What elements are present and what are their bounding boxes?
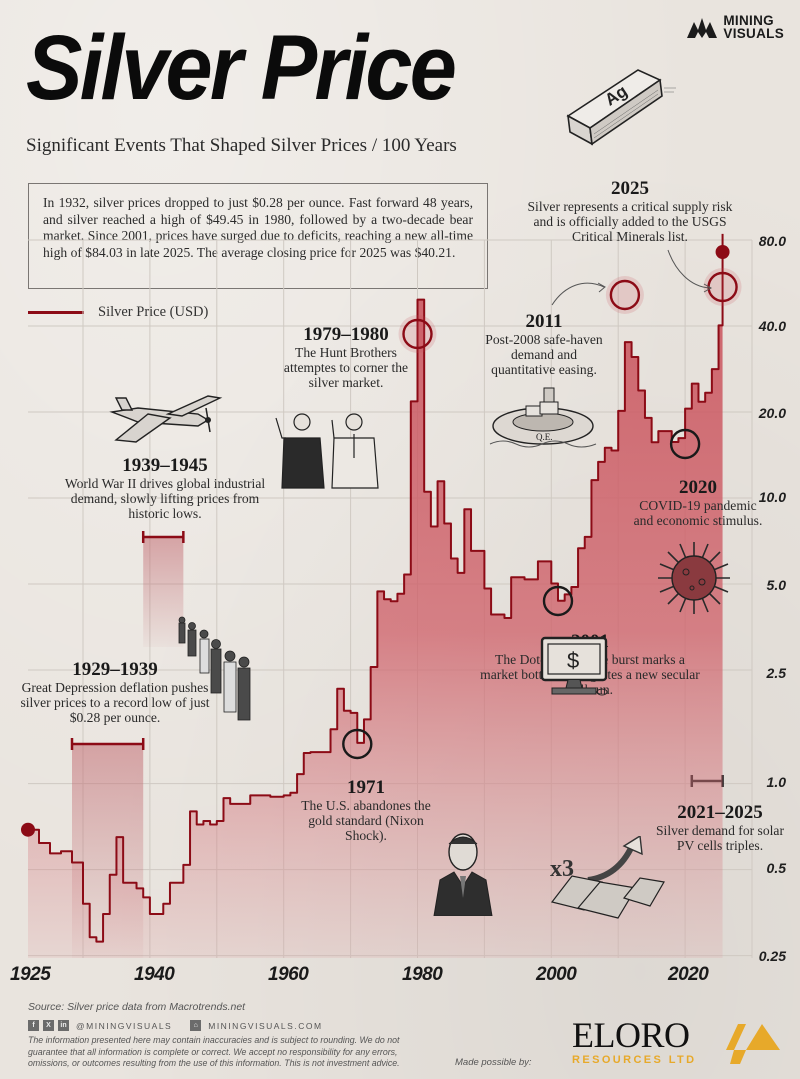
- solar-panels-icon: x3: [550, 836, 665, 919]
- social-links: f X in @MININGVISUALS ⌂ MININGVISUALS.CO…: [28, 1020, 323, 1031]
- home-icon[interactable]: ⌂: [190, 1020, 202, 1031]
- annotation-1979-1980: 1979–1980 The Hunt Brothers attemptes to…: [283, 324, 409, 391]
- annotation-1929-1939: 1929–1939 Great Depression deflation pus…: [20, 659, 210, 726]
- source-note: Source: Silver price data from Macrotren…: [28, 1001, 246, 1013]
- y-tick-10: 10.0: [758, 489, 786, 505]
- x-tick-1960: 1960: [268, 964, 309, 985]
- x-tick-2000: 2000: [536, 964, 577, 985]
- sponsor-name: ELORO: [572, 1015, 690, 1055]
- ww2-airplane-icon: [109, 395, 223, 443]
- svg-text:Q.E.: Q.E.: [536, 432, 553, 442]
- hunt-brothers-icon: [275, 413, 379, 489]
- eloro-mark-icon: [726, 1024, 780, 1064]
- y-tick-0-5: 0.5: [766, 860, 786, 876]
- page-title: Silver Price: [26, 17, 457, 119]
- annotation-2011: 2011 Post-2008 safe-haven demand and qua…: [485, 311, 603, 378]
- chart-legend: Silver Price (USD): [28, 304, 208, 321]
- sponsor-subtitle: RESOURCES LTD: [572, 1054, 697, 1066]
- y-tick-2-5: 2.5: [766, 665, 786, 681]
- y-tick-80: 80.0: [758, 233, 786, 249]
- y-tick-0-25: 0.25: [758, 948, 786, 964]
- x-tick-1940: 1940: [134, 964, 175, 985]
- depression-breadline-icon: [178, 616, 251, 721]
- made-possible-label: Made possible by:: [455, 1057, 532, 1068]
- computer-dollar-icon: $: [540, 636, 608, 696]
- arrow-2011-icon: [551, 282, 605, 306]
- intro-summary-box: In 1932, silver prices dropped to just $…: [28, 183, 488, 289]
- disclaimer-text: The information presented here may conta…: [28, 1035, 400, 1068]
- nixon-portrait-icon: [433, 833, 493, 916]
- website-link[interactable]: MININGVISUALS.COM: [208, 1020, 323, 1031]
- annotation-1939-1945: 1939–1945 World War II drives global ind…: [64, 455, 266, 522]
- mining-visuals-logo: MINING VISUALS: [687, 14, 784, 40]
- qe-life-ring-icon: Q.E.: [489, 387, 597, 448]
- legend-label: Silver Price (USD): [98, 304, 209, 320]
- eloro-logo: ELORO RESOURCES LTD: [572, 1015, 697, 1066]
- x-tick-2020: 2020: [668, 964, 709, 985]
- svg-text:$: $: [567, 648, 579, 673]
- mining-visuals-mark-icon: [687, 18, 718, 38]
- y-tick-40: 40.0: [758, 318, 786, 334]
- brand-line-2: VISUALS: [723, 26, 784, 41]
- price-line[interactable]: [28, 233, 724, 943]
- facebook-icon[interactable]: f: [28, 1020, 39, 1031]
- y-tick-5: 5.0: [766, 577, 786, 593]
- annotation-1971: 1971 The U.S. abandones the gold standar…: [301, 777, 431, 844]
- y-tick-1: 1.0: [766, 774, 786, 790]
- x-tick-1925: 1925: [10, 964, 51, 985]
- social-handle-link[interactable]: @MININGVISUALS: [76, 1020, 173, 1031]
- x-twitter-icon[interactable]: X: [43, 1020, 54, 1031]
- arrow-2025-icon: [667, 249, 711, 289]
- y-tick-20: 20.0: [758, 405, 786, 421]
- silver-bar-icon: Ag: [566, 69, 676, 146]
- silver-price-chart: [21, 233, 753, 958]
- x-tick-1980: 1980: [402, 964, 443, 985]
- linkedin-icon[interactable]: in: [58, 1020, 69, 1031]
- annotation-2025: 2025 Silver represents a critical supply…: [527, 178, 733, 245]
- brand-line-1: MINING: [723, 13, 774, 28]
- annotation-arrows: [551, 249, 713, 306]
- annotation-2020: 2020 COVID-19 pandemic and economic stim…: [633, 477, 763, 529]
- price-area-fill: [28, 233, 723, 958]
- legend-swatch: [28, 311, 84, 314]
- annotation-2021-2025: 2021–2025 Silver demand for solar PV cel…: [656, 802, 784, 854]
- page-subtitle: Significant Events That Shaped Silver Pr…: [26, 135, 457, 156]
- covid-virus-icon: [658, 542, 730, 614]
